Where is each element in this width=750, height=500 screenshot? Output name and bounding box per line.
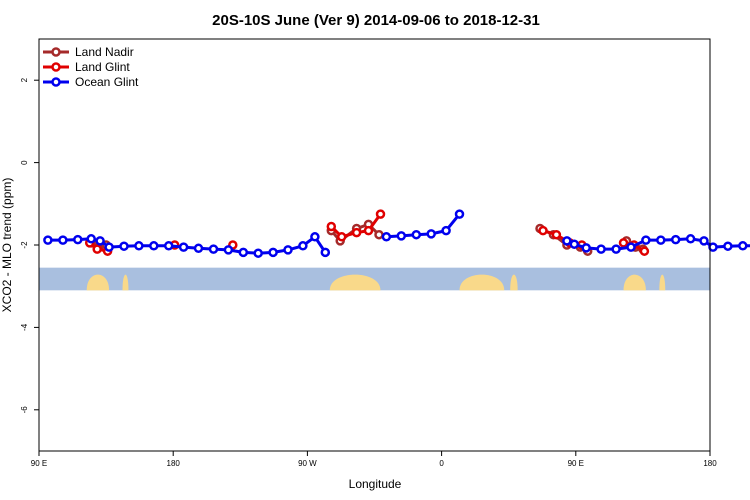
land-region-australia <box>122 274 129 291</box>
data-point-ocean-glint <box>426 229 436 239</box>
land-region-australia <box>659 274 666 291</box>
x-tick-label: 90 W <box>298 459 317 468</box>
data-point-ocean-glint <box>441 225 451 236</box>
y-tick-label: -4 <box>20 323 29 331</box>
legend-marker <box>51 62 61 72</box>
legend-marker <box>51 47 61 57</box>
data-point-ocean-glint <box>95 236 105 246</box>
data-point-ocean-glint <box>119 241 129 251</box>
land-region-south-america <box>329 274 381 291</box>
data-point-ocean-glint <box>86 234 96 244</box>
data-point-ocean-glint <box>641 235 651 245</box>
data-point-ocean-glint <box>738 241 748 251</box>
x-tick-label: 90 E <box>568 459 584 468</box>
data-point-ocean-glint <box>581 243 591 253</box>
series-layer <box>43 209 750 258</box>
data-point-ocean-glint <box>283 245 293 255</box>
data-point-ocean-glint <box>134 241 144 251</box>
data-point-ocean-glint <box>381 232 392 242</box>
data-point-ocean-glint <box>411 229 422 240</box>
data-point-ocean-glint <box>596 244 606 254</box>
data-point-ocean-glint <box>43 235 53 245</box>
data-point-ocean-glint <box>104 242 114 252</box>
data-point-land-glint <box>326 221 337 232</box>
data-point-land-glint <box>639 246 650 256</box>
data-point-ocean-glint <box>253 248 263 258</box>
data-point-land-glint <box>351 227 362 238</box>
data-point-ocean-glint <box>149 241 159 251</box>
y-tick-label: -2 <box>20 241 29 249</box>
legend-label: Land Glint <box>75 60 130 74</box>
data-point-ocean-glint <box>611 244 621 254</box>
x-tick-label: 180 <box>167 459 181 468</box>
data-point-ocean-glint <box>454 209 465 219</box>
data-point-land-nadir <box>374 229 384 240</box>
legend-label: Ocean Glint <box>75 75 139 89</box>
data-point-land-glint <box>363 225 374 236</box>
land-region-australia <box>86 274 110 291</box>
data-point-ocean-glint <box>723 241 733 251</box>
data-point-ocean-glint <box>223 245 234 255</box>
data-point-ocean-glint <box>396 231 407 241</box>
data-point-ocean-glint <box>708 242 718 252</box>
x-tick-label: 90 E <box>31 459 47 468</box>
x-axis: 90 E 180 90 W 0 90 E 180 <box>31 451 717 468</box>
data-point-ocean-glint <box>626 242 636 252</box>
data-point-ocean-glint <box>310 232 320 242</box>
data-point-ocean-glint <box>320 247 331 258</box>
data-point-ocean-glint <box>58 235 68 245</box>
data-point-ocean-glint <box>569 239 580 249</box>
data-point-ocean-glint <box>268 247 278 258</box>
x-axis-label: Longitude <box>349 477 402 491</box>
data-point-land-glint <box>92 244 102 254</box>
data-point-ocean-glint <box>670 234 681 245</box>
y-tick-label: 0 <box>20 160 29 165</box>
data-point-ocean-glint <box>562 236 572 246</box>
map-strip <box>39 267 710 291</box>
ocean-band <box>39 267 710 291</box>
data-point-ocean-glint <box>685 234 696 244</box>
x-tick-label: 180 <box>703 459 717 468</box>
y-axis: 2 0 -2 -4 -6 <box>20 77 39 413</box>
data-point-land-glint <box>618 238 629 248</box>
data-point-ocean-glint <box>238 247 249 258</box>
data-point-ocean-glint <box>193 243 204 254</box>
data-point-ocean-glint <box>178 242 189 252</box>
chart-title: 20S-10S June (Ver 9) 2014-09-06 to 2018-… <box>212 12 540 29</box>
legend-marker <box>51 77 61 87</box>
y-tick-label: -6 <box>20 406 29 414</box>
land-region-africa <box>459 274 505 291</box>
legend-item-land-glint: Land Glint <box>43 60 130 74</box>
legend-item-land-nadir: Land Nadir <box>43 45 134 59</box>
data-point-land-glint <box>375 209 386 219</box>
data-point-ocean-glint <box>163 241 174 251</box>
data-point-ocean-glint <box>208 244 219 254</box>
land-region-australia <box>623 274 646 291</box>
data-point-ocean-glint <box>73 234 83 245</box>
legend-item-ocean-glint: Ocean Glint <box>43 75 139 89</box>
x-tick-label: 0 <box>439 459 444 468</box>
data-point-ocean-glint <box>298 241 308 251</box>
data-point-land-glint <box>336 232 347 242</box>
y-tick-label: 2 <box>20 77 29 82</box>
data-point-land-glint <box>538 225 548 236</box>
data-point-ocean-glint <box>699 236 709 246</box>
land-region-africa <box>510 274 518 291</box>
y-axis-label: XCO2 - MLO trend (ppm) <box>0 178 14 313</box>
series-ocean-glint <box>43 209 750 258</box>
data-point-land-glint <box>551 229 562 240</box>
data-point-ocean-glint <box>656 235 666 245</box>
legend-label: Land Nadir <box>75 45 134 59</box>
